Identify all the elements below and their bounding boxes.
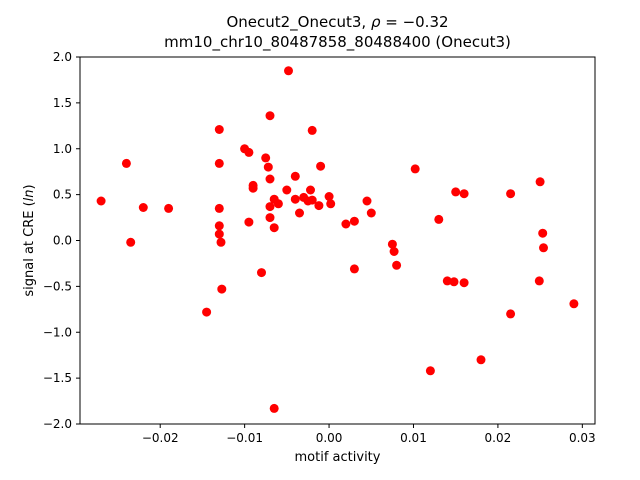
scatter-point (506, 189, 516, 199)
chart-title: Onecut2_Onecut3, ρ = −0.32 mm10_chr10_80… (80, 12, 595, 53)
scatter-point (138, 203, 148, 212)
y-tick-label: −0.5 (43, 279, 72, 293)
scatter-point (349, 216, 359, 226)
scatter-point (539, 243, 548, 253)
scatter-point (295, 208, 304, 218)
x-tick-label: 0.00 (316, 431, 343, 445)
y-tick-label: −2.0 (43, 417, 72, 431)
chart-title-rho: ρ (370, 13, 381, 31)
scatter-point (569, 299, 579, 309)
chart-title-line2: mm10_chr10_80487858_80488400 (Onecut3) (164, 33, 511, 52)
scatter-point (425, 366, 435, 376)
scatter-point (265, 202, 275, 212)
scatter-point (389, 247, 399, 256)
y-tick-label: 0.5 (53, 188, 72, 202)
scatter-point (316, 161, 326, 171)
scatter-point (314, 201, 324, 211)
scatter-point (392, 260, 402, 270)
scatter-point (326, 199, 336, 209)
scatter-point (362, 196, 372, 206)
scatter-point (244, 217, 254, 227)
scatter-point (442, 276, 452, 286)
scatter-point (257, 268, 266, 278)
x-tick-label: −0.01 (226, 431, 263, 445)
scatter-point (217, 284, 227, 294)
scatter-point (214, 221, 224, 231)
scatter-point (164, 203, 174, 213)
scatter-point (451, 187, 461, 197)
plot-frame (79, 56, 596, 425)
scatter-point (96, 196, 106, 206)
scatter-point (535, 177, 545, 187)
scatter-point (387, 239, 397, 249)
scatter-point (284, 66, 293, 76)
scatter-point (307, 125, 317, 135)
y-axis-label: signal at CRE (ln) (22, 184, 37, 297)
scatter-point (306, 185, 315, 195)
scatter-point (265, 111, 275, 121)
scatter-point (341, 219, 351, 229)
x-tick-label: 0.02 (485, 431, 512, 445)
scatter-point (214, 158, 224, 168)
scatter-point (126, 237, 136, 247)
y-tick-label: −1.0 (43, 325, 72, 339)
scatter-point (459, 278, 469, 288)
scatter-point (214, 125, 224, 134)
scatter-point (265, 213, 275, 223)
scatter-point (244, 147, 254, 157)
chart-title-corr: = −0.32 (380, 13, 449, 31)
x-tick-label: −0.02 (142, 431, 179, 445)
x-tick-label: 0.01 (400, 431, 427, 445)
x-tick-label: 0.03 (569, 431, 596, 445)
scatter-point (307, 195, 317, 205)
scatter-point (476, 355, 486, 365)
scatter-point (449, 277, 459, 287)
x-axis-label: motif activity (294, 450, 381, 465)
chart-title-text: Onecut2_Onecut3, (226, 13, 371, 31)
y-tick-label: 2.0 (53, 50, 72, 64)
scatter-point (214, 229, 224, 239)
scatter-point (506, 309, 516, 319)
scatter-point (273, 199, 283, 209)
y-tick-label: 1.5 (53, 96, 72, 110)
scatter-point (216, 237, 226, 247)
y-tick-label: 0.0 (53, 234, 72, 248)
chart-title-line1: Onecut2_Onecut3, ρ = −0.32 (80, 12, 595, 32)
scatter-point (265, 174, 275, 184)
scatter-point (534, 276, 544, 286)
scatter-point (261, 153, 271, 163)
scatter-point (410, 164, 420, 174)
scatter-point (366, 208, 376, 218)
scatter-point (269, 223, 279, 233)
scatter-point (263, 162, 273, 172)
scatter-point (269, 403, 279, 413)
scatter-point (290, 171, 300, 181)
scatter-point (248, 183, 258, 193)
scatter-point (202, 307, 212, 317)
y-tick-label: −1.5 (43, 371, 72, 385)
y-tick-label: 1.0 (53, 142, 72, 156)
scatter-point (290, 194, 300, 204)
scatter-point (538, 228, 548, 238)
scatter-point (214, 203, 224, 213)
scatter-point (121, 158, 131, 168)
scatter-point (349, 264, 359, 274)
scatter-point (324, 192, 334, 201)
scatter-point (282, 185, 292, 195)
scatter-point (459, 189, 469, 199)
scatter-point (434, 214, 444, 224)
